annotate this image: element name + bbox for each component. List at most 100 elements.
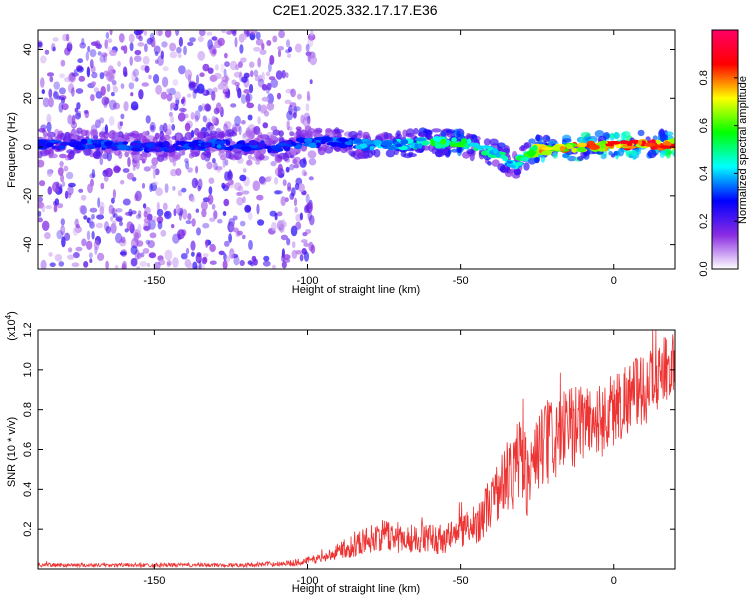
- noise-blob: [115, 232, 123, 244]
- ridge-core-blob: [463, 143, 469, 148]
- noise-blob: [202, 222, 210, 229]
- noise-blob: [295, 250, 303, 255]
- noise-blob: [305, 203, 310, 212]
- noise-blob: [174, 91, 182, 100]
- noise-blob: [105, 32, 110, 39]
- noise-blob: [209, 243, 216, 253]
- ridge-core-blob: [338, 137, 348, 142]
- ridge-core-blob: [541, 147, 554, 151]
- noise-blob: [58, 87, 66, 95]
- noise-blob: [308, 158, 317, 166]
- ridge-core-blob: [637, 140, 643, 146]
- noise-blob: [89, 221, 95, 229]
- noise-blob: [152, 168, 156, 179]
- noise-blob: [38, 159, 45, 168]
- noise-blob: [89, 207, 98, 213]
- noise-blob: [177, 233, 182, 241]
- y-tick-label: -40: [22, 237, 34, 253]
- noise-blob: [142, 248, 150, 254]
- noise-blob: [56, 183, 63, 190]
- noise-blob: [153, 45, 161, 54]
- ridge-core-blob: [335, 143, 347, 148]
- ridge-core-blob: [48, 139, 58, 143]
- noise-blob: [134, 49, 142, 56]
- noise-blob: [153, 261, 161, 269]
- ridge-core-blob: [286, 143, 293, 148]
- noise-blob: [156, 208, 164, 217]
- noise-blob: [91, 230, 95, 240]
- noise-blob: [309, 30, 314, 37]
- noise-blob: [53, 91, 59, 100]
- noise-blob: [144, 43, 148, 53]
- noise-blob: [180, 253, 188, 260]
- noise-blob: [120, 236, 126, 244]
- noise-blob: [301, 239, 308, 244]
- noise-blob: [111, 197, 115, 204]
- noise-blob: [309, 215, 315, 226]
- noise-blob: [170, 168, 178, 177]
- noise-blob: [114, 264, 119, 269]
- ridge-core-blob: [295, 137, 306, 143]
- noise-blob: [134, 77, 139, 82]
- noise-blob: [255, 31, 261, 40]
- noise-blob: [48, 252, 53, 257]
- noise-blob: [239, 44, 244, 54]
- ridge-halo-blob: [594, 130, 605, 138]
- ridge-halo-blob: [385, 149, 396, 158]
- noise-blob: [166, 88, 171, 94]
- noise-blob: [87, 45, 91, 53]
- noise-blob: [64, 76, 71, 83]
- ridge-core-blob: [58, 145, 66, 150]
- noise-blob: [186, 262, 193, 269]
- ridge-core-blob: [167, 147, 174, 153]
- snr-series-line: [38, 330, 675, 569]
- ridge-halo-blob: [362, 131, 370, 139]
- noise-blob: [117, 60, 121, 67]
- noise-blob: [247, 114, 253, 121]
- x-tick-label: -150: [143, 275, 165, 287]
- noise-blob: [170, 102, 176, 109]
- noise-blob: [283, 254, 291, 260]
- ridge-halo-blob: [59, 153, 67, 159]
- noise-blob: [191, 177, 199, 189]
- noise-blob: [172, 186, 176, 191]
- noise-blob: [149, 183, 153, 193]
- ridge-halo-blob: [419, 132, 426, 138]
- noise-blob: [112, 84, 117, 90]
- noise-blob: [58, 102, 64, 113]
- noise-blob: [184, 158, 189, 164]
- noise-blob: [296, 93, 302, 100]
- noise-blob: [93, 87, 100, 93]
- noise-blob: [303, 251, 310, 262]
- ridge-halo-blob: [46, 131, 56, 138]
- noise-blob: [262, 122, 269, 129]
- noise-blob: [270, 78, 279, 89]
- noise-blob: [302, 116, 311, 128]
- noise-blob: [293, 164, 300, 169]
- noise-blob: [76, 102, 81, 110]
- noise-blob: [171, 124, 176, 131]
- x-tick-label: 0: [611, 275, 617, 287]
- noise-blob: [96, 214, 105, 220]
- ridge-halo-blob: [535, 134, 541, 142]
- noise-blob: [103, 175, 109, 182]
- noise-blob: [281, 69, 286, 79]
- noise-blob: [184, 69, 193, 80]
- ridge-halo-blob: [307, 150, 317, 159]
- noise-blob: [287, 182, 292, 190]
- y-tick-label: 0: [22, 144, 34, 150]
- x-tick-label: -100: [296, 575, 318, 587]
- ridge-core-blob: [308, 142, 318, 149]
- noise-blob: [195, 208, 199, 213]
- ridge-halo-blob: [523, 142, 532, 149]
- y-tick-label: -20: [22, 188, 34, 204]
- noise-blob: [133, 228, 141, 240]
- noise-blob: [87, 183, 93, 194]
- noise-blob: [175, 168, 182, 176]
- ridge-halo-blob: [422, 145, 431, 151]
- noise-blob: [202, 63, 210, 72]
- noise-blob: [48, 88, 53, 99]
- noise-blob: [213, 107, 220, 115]
- noise-blob: [86, 66, 91, 78]
- noise-blob: [270, 125, 278, 131]
